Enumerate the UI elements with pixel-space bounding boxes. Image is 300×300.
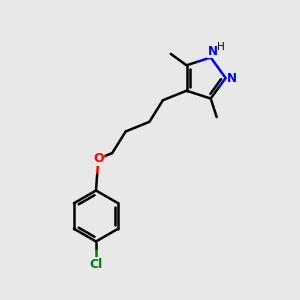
Text: N: N (227, 71, 237, 85)
Text: Cl: Cl (89, 257, 103, 271)
Text: H: H (217, 42, 225, 52)
Text: N: N (208, 45, 218, 58)
Text: O: O (93, 152, 104, 165)
